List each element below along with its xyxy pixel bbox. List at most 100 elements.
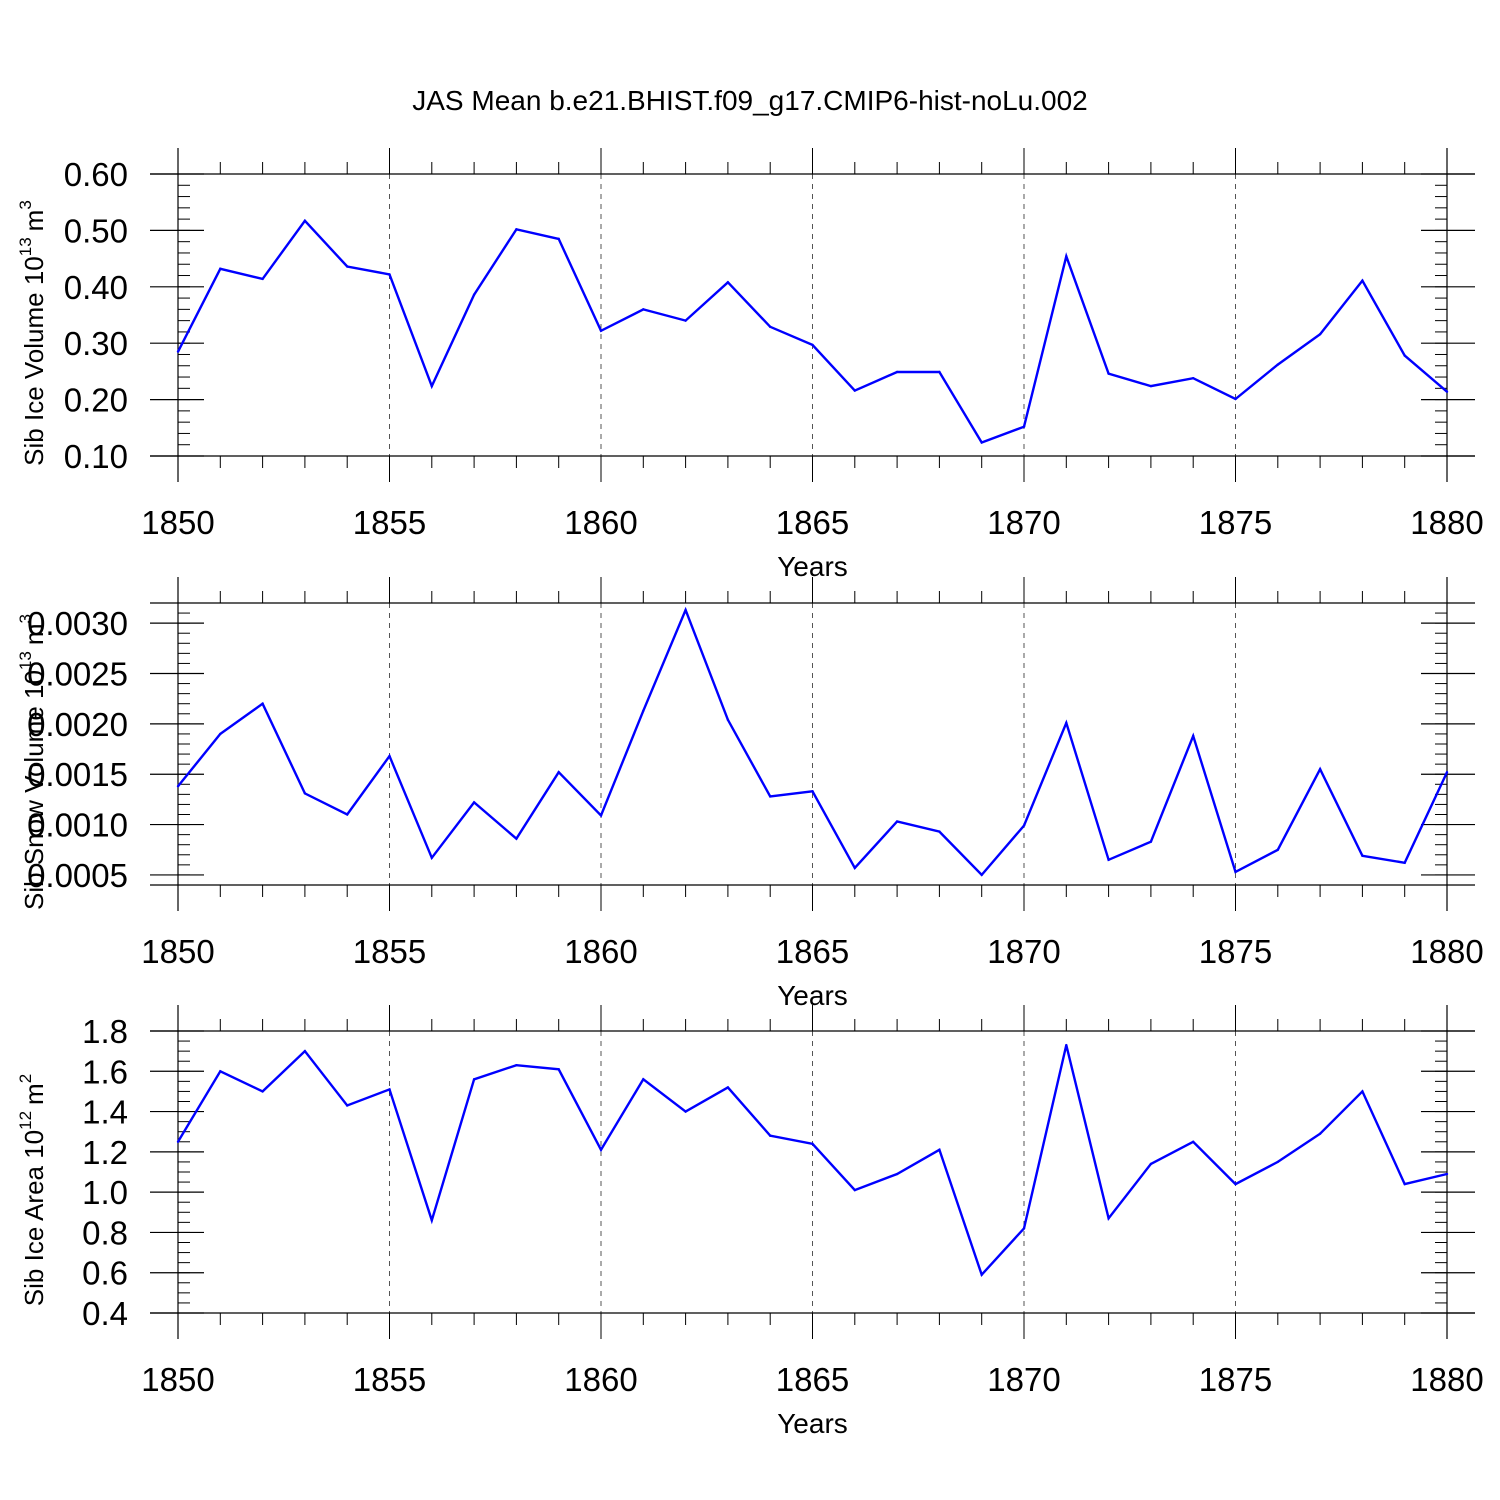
data-point-1865 <box>811 1142 814 1146</box>
data-point-1857 <box>472 801 476 804</box>
data-point-1866 <box>853 866 856 870</box>
y-axis-label: Sib Ice Volume 1013 m3 <box>16 200 49 466</box>
x-tick-label: 1850 <box>141 1361 214 1398</box>
data-point-1853 <box>303 1049 307 1053</box>
data-point-1850 <box>176 1140 180 1143</box>
data-point-1871 <box>1065 1043 1068 1047</box>
data-point-1874 <box>1192 734 1195 738</box>
x-tick-label: 1880 <box>1410 933 1483 970</box>
data-point-1851 <box>219 732 222 736</box>
data-point-1875 <box>1234 1182 1237 1186</box>
data-point-1859 <box>557 237 560 241</box>
chart-panel-2: 1850 1855 1860 1865 1870 1875 1880 0.0005 0.0010… <box>16 577 1484 1011</box>
x-tick-label: 1875 <box>1199 933 1272 970</box>
y-tick-label: 0.4 <box>82 1295 128 1332</box>
y-tick-label: 0.6 <box>82 1255 128 1292</box>
y-tick-label: 0.60 <box>64 156 128 193</box>
data-point-1867 <box>895 820 899 823</box>
data-point-1852 <box>261 702 264 705</box>
y-tick-label: 0.30 <box>64 325 128 362</box>
data-point-1851 <box>219 1070 222 1073</box>
y-axis-label-text: Sib Ice Area 10 <box>19 1130 49 1306</box>
data-point-1864 <box>769 1134 772 1137</box>
x-axis-label: Years <box>777 551 848 582</box>
data-point-1873 <box>1149 840 1153 843</box>
data-point-1876 <box>1276 363 1280 366</box>
y-tick-label: 0.10 <box>64 438 128 475</box>
data-point-1854 <box>346 265 349 268</box>
x-tick-label: 1860 <box>564 933 637 970</box>
y-tick-label: 0.50 <box>64 212 128 249</box>
data-point-1872 <box>1107 372 1110 375</box>
data-point-1866 <box>853 389 856 392</box>
x-tick-label: 1855 <box>353 933 426 970</box>
data-point-1873 <box>1149 384 1153 388</box>
x-tick-label: 1860 <box>564 1361 637 1398</box>
chart-panel-3: 1850 1855 1860 1865 1870 1875 1880 0.40.6 0.81.0… <box>16 1005 1484 1439</box>
data-point-1879 <box>1403 354 1406 357</box>
data-point-1863 <box>726 281 730 284</box>
data-point-1853 <box>303 792 307 795</box>
y-tick-label: 0.0015 <box>27 756 128 793</box>
data-point-1859 <box>557 1068 560 1071</box>
y-axis-label-text: Sib Ice Volume 10 <box>19 256 49 466</box>
y-tick-label: 0.0005 <box>27 857 128 894</box>
y-axis-label-unit: m <box>19 623 49 645</box>
y-axis-label-unit-exponent: 3 <box>16 614 35 623</box>
x-tick-label: 1865 <box>776 504 849 541</box>
data-point-1867 <box>895 370 899 374</box>
y-tick-label: 0.0010 <box>27 807 128 844</box>
data-point-1872 <box>1107 1217 1110 1220</box>
x-tick-label: 1850 <box>141 504 214 541</box>
y-tick-label: 1.6 <box>82 1053 128 1090</box>
y-axis-label-text: Sib Snow Volume 10 <box>19 670 49 910</box>
data-point-1875 <box>1234 397 1237 401</box>
chart-panel-1: 1850 1855 1860 1865 1870 1875 1880 0.10 0.20 0.30… <box>16 148 1484 582</box>
data-point-1874 <box>1192 1140 1195 1143</box>
data-point-1862 <box>684 319 687 322</box>
data-point-1880 <box>1445 771 1449 774</box>
series-line <box>176 1044 1448 1278</box>
y-axis-label: Sib Ice Area 1012 m2 <box>16 1074 49 1306</box>
x-tick-label: 1855 <box>353 1361 426 1398</box>
data-point-1857 <box>472 293 476 296</box>
data-point-1863 <box>726 718 730 722</box>
x-tick-label: 1855 <box>353 504 426 541</box>
panels: 1850 1855 1860 1865 1870 1875 1880 0.10 0.20 0.30… <box>16 148 1484 1439</box>
data-point-1878 <box>1361 854 1364 857</box>
data-point-1856 <box>430 856 433 860</box>
x-tick-label: 1865 <box>776 1361 849 1398</box>
data-point-1855 <box>388 754 391 758</box>
data-point-1854 <box>346 1104 349 1107</box>
data-point-1870 <box>1022 1227 1026 1230</box>
x-tick-label: 1875 <box>1199 1361 1272 1398</box>
data-point-1854 <box>346 813 349 816</box>
data-point-1871 <box>1065 721 1068 725</box>
x-tick-label: 1880 <box>1410 504 1483 541</box>
data-point-1865 <box>811 790 814 793</box>
y-tick-label: 1.8 <box>82 1013 128 1050</box>
data-point-1878 <box>1361 279 1364 282</box>
data-point-1855 <box>388 1088 391 1091</box>
data-point-1871 <box>1065 255 1068 258</box>
data-point-1860 <box>599 1148 603 1152</box>
data-point-1862 <box>684 608 687 612</box>
data-point-1868 <box>938 830 941 833</box>
y-axis-label-unit-exponent: 3 <box>16 200 35 209</box>
data-point-1850 <box>176 785 180 788</box>
y-tick-label: 1.0 <box>82 1174 128 1211</box>
data-point-1856 <box>430 1219 433 1222</box>
x-tick-label: 1850 <box>141 933 214 970</box>
x-tick-label: 1870 <box>987 504 1060 541</box>
data-point-1877 <box>1318 332 1322 336</box>
x-tick-label: 1870 <box>987 933 1060 970</box>
data-point-1853 <box>303 219 307 223</box>
y-axis-label: Sib Snow Volume 1013 m3 <box>16 614 49 910</box>
data-point-1870 <box>1022 824 1026 827</box>
y-axis-label-unit-exponent: 2 <box>16 1074 35 1083</box>
data-point-1872 <box>1107 858 1110 862</box>
data-point-1852 <box>261 277 264 281</box>
data-point-1876 <box>1276 848 1280 851</box>
x-tick-label: 1865 <box>776 933 849 970</box>
